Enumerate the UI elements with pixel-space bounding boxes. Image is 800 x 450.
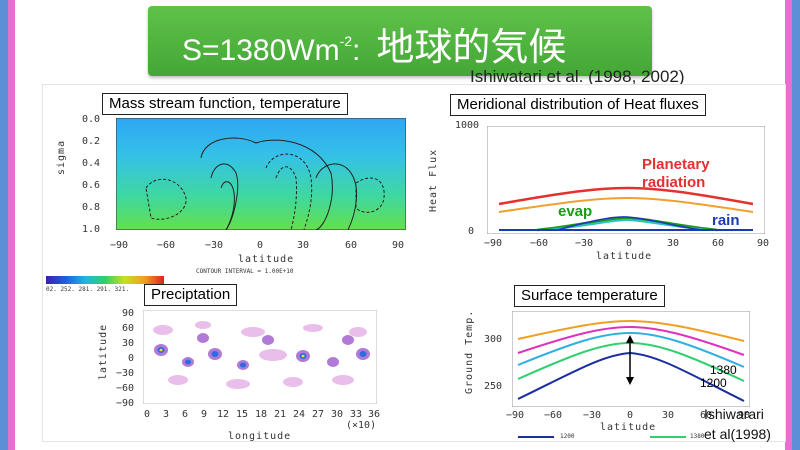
pr-y-tick: 30 xyxy=(122,338,135,349)
title-banner xyxy=(148,6,652,76)
pr-x-tick: 27 xyxy=(312,409,325,420)
ms-x-tick: −90 xyxy=(110,240,129,251)
annot-1380: 1380 xyxy=(710,363,737,377)
legend-label-1380: 1380 xyxy=(690,433,705,440)
mass-stream-y-label: sigma xyxy=(56,139,67,175)
st-y-label: Ground Temp. xyxy=(464,309,475,394)
ms-y-tick: 0.2 xyxy=(82,136,101,147)
panel-title-heat-flux: Meridional distribution of Heat fluxes xyxy=(450,94,706,116)
ms-y-tick: 0.8 xyxy=(82,202,101,213)
right-stripe-pink xyxy=(785,0,792,450)
hf-x-tick: 60 xyxy=(712,238,725,249)
pr-x-tick: 30 xyxy=(331,409,344,420)
panel-title-surface-temp: Surface temperature xyxy=(514,285,665,307)
ms-x-tick: −30 xyxy=(205,240,224,251)
hf-x-label: latitude xyxy=(596,251,653,262)
hf-x-tick: −30 xyxy=(575,238,594,249)
left-stripe-blue xyxy=(0,0,8,450)
pr-x-tick: 6 xyxy=(182,409,189,420)
partially-hidden-citation: Ishiwatari et al. (1998, 2002) xyxy=(470,67,685,84)
annot-1200: 1200 xyxy=(700,376,727,390)
right-stripe-blue xyxy=(792,0,800,450)
label-radiation: radiation xyxy=(642,174,706,191)
legend-label-1200: 1200 xyxy=(560,433,575,440)
pr-y-tick: −60 xyxy=(116,383,135,394)
pr-y-tick: −90 xyxy=(116,398,135,409)
panel-title-precipitation: Preciptation xyxy=(144,284,238,306)
label-evap: evap xyxy=(558,203,593,220)
st-x-tick: 90 xyxy=(738,410,751,421)
citation-line-1: Ishiwarari xyxy=(704,406,764,422)
st-y-tick: 300 xyxy=(484,334,503,345)
heat-flux-plot xyxy=(487,126,765,234)
pr-x-tick: 21 xyxy=(274,409,287,420)
st-x-tick: −30 xyxy=(583,410,602,421)
hf-x-tick: 90 xyxy=(757,238,770,249)
contour-interval-note: CONTOUR INTERVAL = 1.00E+10 xyxy=(196,268,294,275)
ms-x-tick: 0 xyxy=(257,240,264,251)
ms-y-tick: 0.4 xyxy=(82,158,101,169)
hf-x-tick: 0 xyxy=(626,238,633,249)
citation-line-2: et al(1998) xyxy=(704,426,771,442)
pr-x-tick: 24 xyxy=(293,409,306,420)
ms-x-label: latitude xyxy=(238,254,295,265)
st-x-label: latitude xyxy=(600,422,657,433)
pr-x-tick: 18 xyxy=(255,409,268,420)
pr-y-tick: 60 xyxy=(122,323,135,334)
pr-x-tick: 36 xyxy=(368,409,381,420)
title-colon: : xyxy=(352,34,361,67)
colorbar-labels: 02. 252. 281. 291. 321. xyxy=(46,286,130,293)
pr-x-label: longitude xyxy=(228,431,292,442)
precip-y-label: latitude xyxy=(98,323,109,380)
legend-line-1380 xyxy=(650,436,686,438)
pr-x-tick: 9 xyxy=(201,409,208,420)
pr-y-tick: 0 xyxy=(128,353,135,364)
pr-y-tick: −30 xyxy=(116,368,135,379)
hf-y-tick: 1000 xyxy=(455,120,480,131)
title-japanese: 地球的気候 xyxy=(376,25,567,69)
st-x-tick: 30 xyxy=(662,410,675,421)
surface-temp-plot xyxy=(512,311,750,407)
ms-x-tick: 60 xyxy=(345,240,358,251)
pr-x-tick: 33 xyxy=(350,409,363,420)
left-stripe-pink xyxy=(8,0,15,450)
hf-x-tick: −60 xyxy=(530,238,549,249)
label-planetary: Planetary xyxy=(642,156,710,173)
hf-y-tick: 0 xyxy=(468,226,475,237)
ms-x-tick: 30 xyxy=(297,240,310,251)
panel-title-mass-stream: Mass stream function, temperature xyxy=(102,93,348,115)
heat-flux-y-label: Heat Flux xyxy=(428,148,439,212)
ms-x-tick: 90 xyxy=(392,240,405,251)
title-prefix: S=1380Wm xyxy=(182,34,340,67)
st-x-tick: 60 xyxy=(700,410,713,421)
pr-x-tick: 0 xyxy=(144,409,151,420)
title-superscript: -2 xyxy=(339,33,353,49)
hf-x-tick: 30 xyxy=(667,238,680,249)
mass-stream-plot xyxy=(116,118,406,230)
pr-x-scale: (×10) xyxy=(346,420,377,431)
st-x-tick: −60 xyxy=(544,410,563,421)
legend-line-1200 xyxy=(518,436,554,438)
st-x-tick: 0 xyxy=(627,410,634,421)
pr-x-tick: 12 xyxy=(217,409,230,420)
st-x-tick: −90 xyxy=(506,410,525,421)
ms-y-tick: 0.6 xyxy=(82,180,101,191)
colorbar xyxy=(46,276,164,284)
st-y-tick: 250 xyxy=(484,381,503,392)
precipitation-map xyxy=(143,310,377,404)
label-rain: rain xyxy=(712,212,740,229)
pr-y-tick: 90 xyxy=(122,308,135,319)
pr-x-tick: 3 xyxy=(163,409,170,420)
pr-x-tick: 15 xyxy=(236,409,249,420)
hf-x-tick: −90 xyxy=(484,238,503,249)
ms-y-tick: 0.0 xyxy=(82,114,101,125)
ms-y-tick: 1.0 xyxy=(82,224,101,235)
ms-x-tick: −60 xyxy=(157,240,176,251)
slide-title: S=1380Wm-2: 地球的気候 xyxy=(182,16,642,69)
